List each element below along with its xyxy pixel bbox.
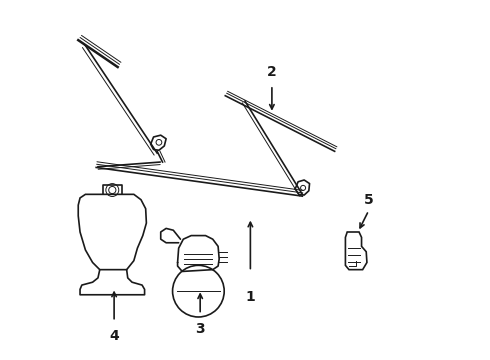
Text: 2: 2 <box>267 66 277 80</box>
Text: 3: 3 <box>196 322 205 336</box>
Text: 1: 1 <box>245 289 255 303</box>
Text: 5: 5 <box>364 193 373 207</box>
Text: 4: 4 <box>109 329 119 343</box>
